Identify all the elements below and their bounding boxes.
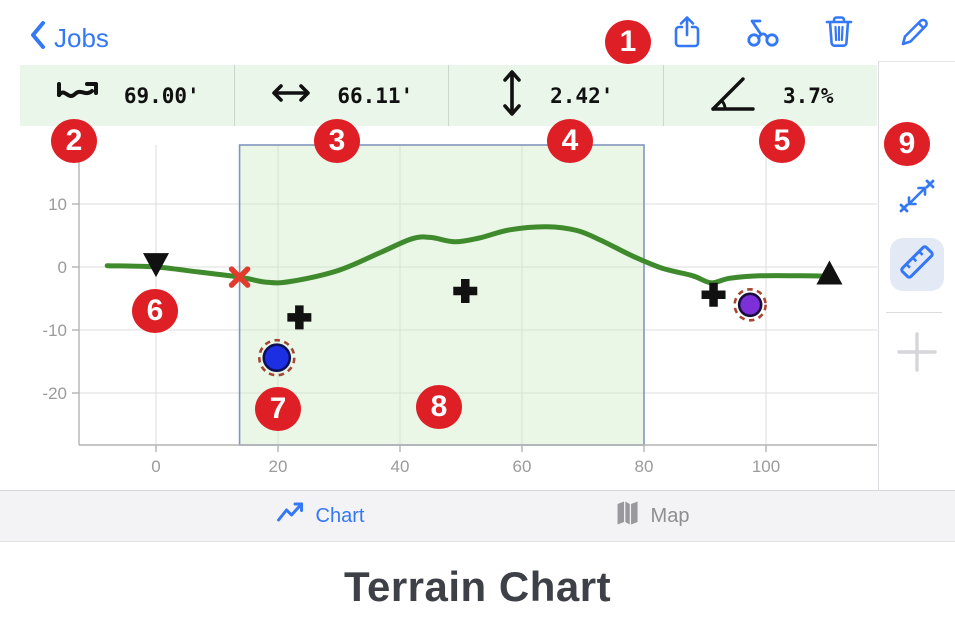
callout-badge: 3 (314, 119, 360, 163)
tool-sidebar (879, 128, 955, 490)
point-marker-circle[interactable] (262, 343, 292, 373)
sidebar-top-divider (878, 61, 955, 62)
callout-badge: 8 (416, 385, 462, 429)
measure-points-icon (896, 175, 938, 222)
add-icon (895, 330, 939, 379)
share-icon (671, 14, 703, 55)
nav-bar: Jobs (0, 0, 955, 65)
selection-start-marker[interactable] (228, 266, 251, 288)
sidebar-divider (878, 61, 879, 490)
vertical-distance-icon (498, 67, 526, 124)
stat-horizontal-distance: 66.11' (233, 65, 449, 126)
slope-value: 3.7% (782, 83, 834, 108)
measure-points-button[interactable] (895, 176, 939, 220)
tab-chart[interactable]: Chart (276, 491, 365, 541)
edit-button[interactable] (897, 16, 933, 52)
horizontal-distance-icon (269, 77, 313, 114)
callout-badge: 5 (759, 119, 805, 163)
svg-text:-20: -20 (42, 384, 67, 403)
tab-bar: Chart Map (0, 490, 955, 542)
svg-text:0: 0 (58, 258, 67, 277)
svg-text:-10: -10 (42, 321, 67, 340)
svg-text:10: 10 (48, 195, 67, 214)
add-button[interactable] (895, 330, 939, 379)
svg-text:60: 60 (513, 457, 532, 476)
svg-text:40: 40 (391, 457, 410, 476)
page-title: Terrain Chart (343, 563, 612, 610)
selected-ring (257, 338, 296, 377)
vertical-distance-value: 2.42' (550, 83, 614, 108)
nav-actions (669, 14, 933, 55)
point-marker-circle[interactable] (737, 292, 763, 318)
delete-button[interactable] (821, 14, 857, 55)
svg-text:80: 80 (635, 457, 654, 476)
horizontal-distance-value: 66.11' (337, 83, 414, 108)
callout-badge: 7 (255, 387, 301, 431)
end-marker[interactable] (816, 260, 843, 285)
equipment-button[interactable] (745, 16, 781, 52)
stat-vertical-distance: 2.42' (448, 65, 663, 126)
back-button[interactable]: Jobs (28, 20, 109, 57)
equipment-icon (743, 15, 783, 54)
callout-badge: 1 (605, 20, 651, 64)
stat-surface-length: 69.00' (20, 65, 234, 126)
chevron-left-icon (28, 20, 48, 57)
callout-badge: 6 (132, 289, 178, 333)
stat-slope: 3.7% (662, 65, 878, 126)
trash-icon (823, 14, 855, 55)
tab-map[interactable]: Map (615, 491, 690, 541)
callout-badge: 2 (51, 119, 97, 163)
tab-chart-label: Chart (315, 504, 365, 527)
ruler-icon (895, 240, 939, 289)
pencil-icon (898, 15, 932, 54)
point-marker[interactable] (453, 278, 478, 303)
ruler-button[interactable] (890, 238, 944, 291)
callout-badge: 4 (547, 119, 593, 163)
measurement-stats-bar: 69.00' 66.11' 2.42' (20, 65, 877, 126)
point-marker[interactable] (701, 282, 726, 307)
back-button-label: Jobs (54, 23, 109, 53)
svg-text:0: 0 (151, 457, 160, 476)
chart-line-icon (276, 501, 306, 531)
tab-map-label: Map (650, 504, 690, 527)
surface-length-icon (54, 77, 100, 114)
slope-icon (707, 71, 759, 120)
map-icon (615, 499, 641, 533)
share-button[interactable] (669, 14, 705, 55)
point-marker[interactable] (287, 305, 312, 330)
sidebar-tool-divider (886, 312, 942, 313)
surface-length-value: 69.00' (123, 83, 200, 108)
start-marker[interactable] (143, 253, 169, 278)
svg-text:20: 20 (269, 457, 288, 476)
svg-text:100: 100 (752, 457, 780, 476)
callout-badge: 9 (884, 122, 930, 166)
